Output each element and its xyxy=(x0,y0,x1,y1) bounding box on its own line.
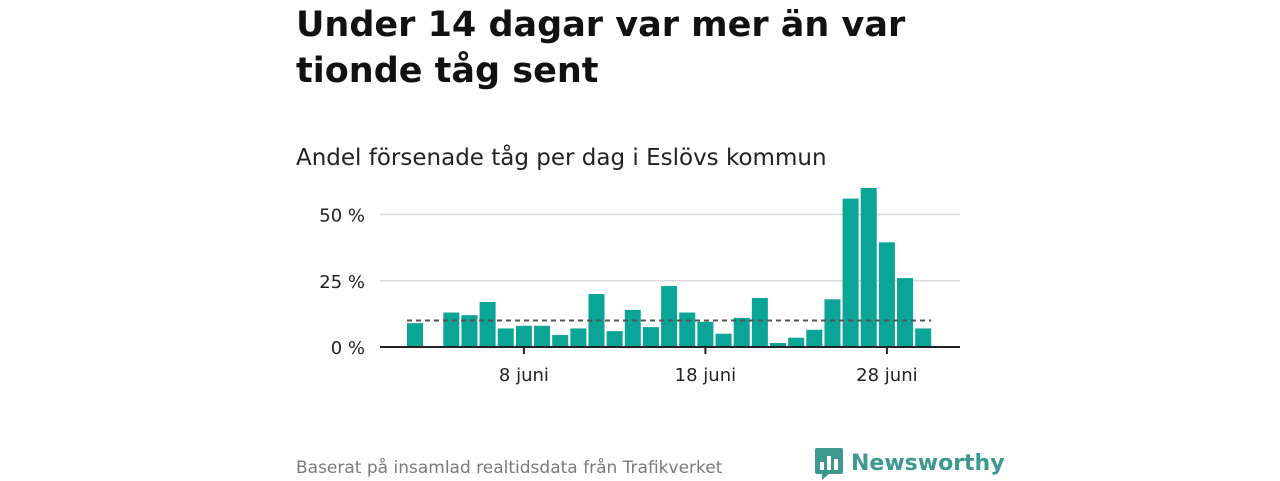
y-axis-tick-labels: 0 % 25 % 50 % xyxy=(319,206,365,360)
x-axis xyxy=(380,346,960,354)
bar xyxy=(824,299,841,347)
bar xyxy=(606,331,623,347)
bar xyxy=(770,343,786,347)
bar xyxy=(534,325,551,347)
bar xyxy=(697,321,714,347)
bar xyxy=(515,325,532,347)
x-tick-label: 18 juni xyxy=(675,365,736,386)
bar xyxy=(806,329,823,347)
bar xyxy=(443,312,460,347)
bar xyxy=(788,337,805,347)
bar xyxy=(642,327,659,347)
bar xyxy=(552,335,569,347)
bar xyxy=(897,278,914,347)
bar xyxy=(461,315,478,347)
bar xyxy=(497,328,514,347)
bar-chart-speech-bubble-icon xyxy=(815,448,843,480)
y-tick-label: 25 % xyxy=(319,272,365,293)
bar xyxy=(915,328,932,347)
bar xyxy=(860,188,877,347)
x-axis-tick-labels: 8 juni 18 juni 28 juni xyxy=(499,365,918,386)
y-tick-label: 0 % xyxy=(331,338,365,359)
bar xyxy=(661,286,678,347)
bar xyxy=(570,328,587,347)
brand-logo: Newsworthy xyxy=(814,447,1005,481)
bar xyxy=(878,242,895,347)
bar xyxy=(842,198,859,347)
bar xyxy=(679,312,696,347)
bar xyxy=(733,317,750,347)
bars xyxy=(407,188,932,347)
bar xyxy=(407,323,423,347)
chart-headline: Under 14 dagar var mer än var tionde tåg… xyxy=(296,5,906,91)
brand-name: Newsworthy xyxy=(851,451,1005,476)
x-tick-label: 28 juni xyxy=(856,365,917,386)
bar xyxy=(715,333,732,347)
bar xyxy=(751,297,768,347)
chart-subtitle: Andel försenade tåg per dag i Eslövs kom… xyxy=(296,145,827,171)
x-tick-label: 8 juni xyxy=(499,365,549,386)
bar xyxy=(479,301,496,347)
y-tick-label: 50 % xyxy=(319,206,365,227)
source-note: Baserat på insamlad realtidsdata från Tr… xyxy=(296,458,723,478)
bar xyxy=(624,309,641,347)
